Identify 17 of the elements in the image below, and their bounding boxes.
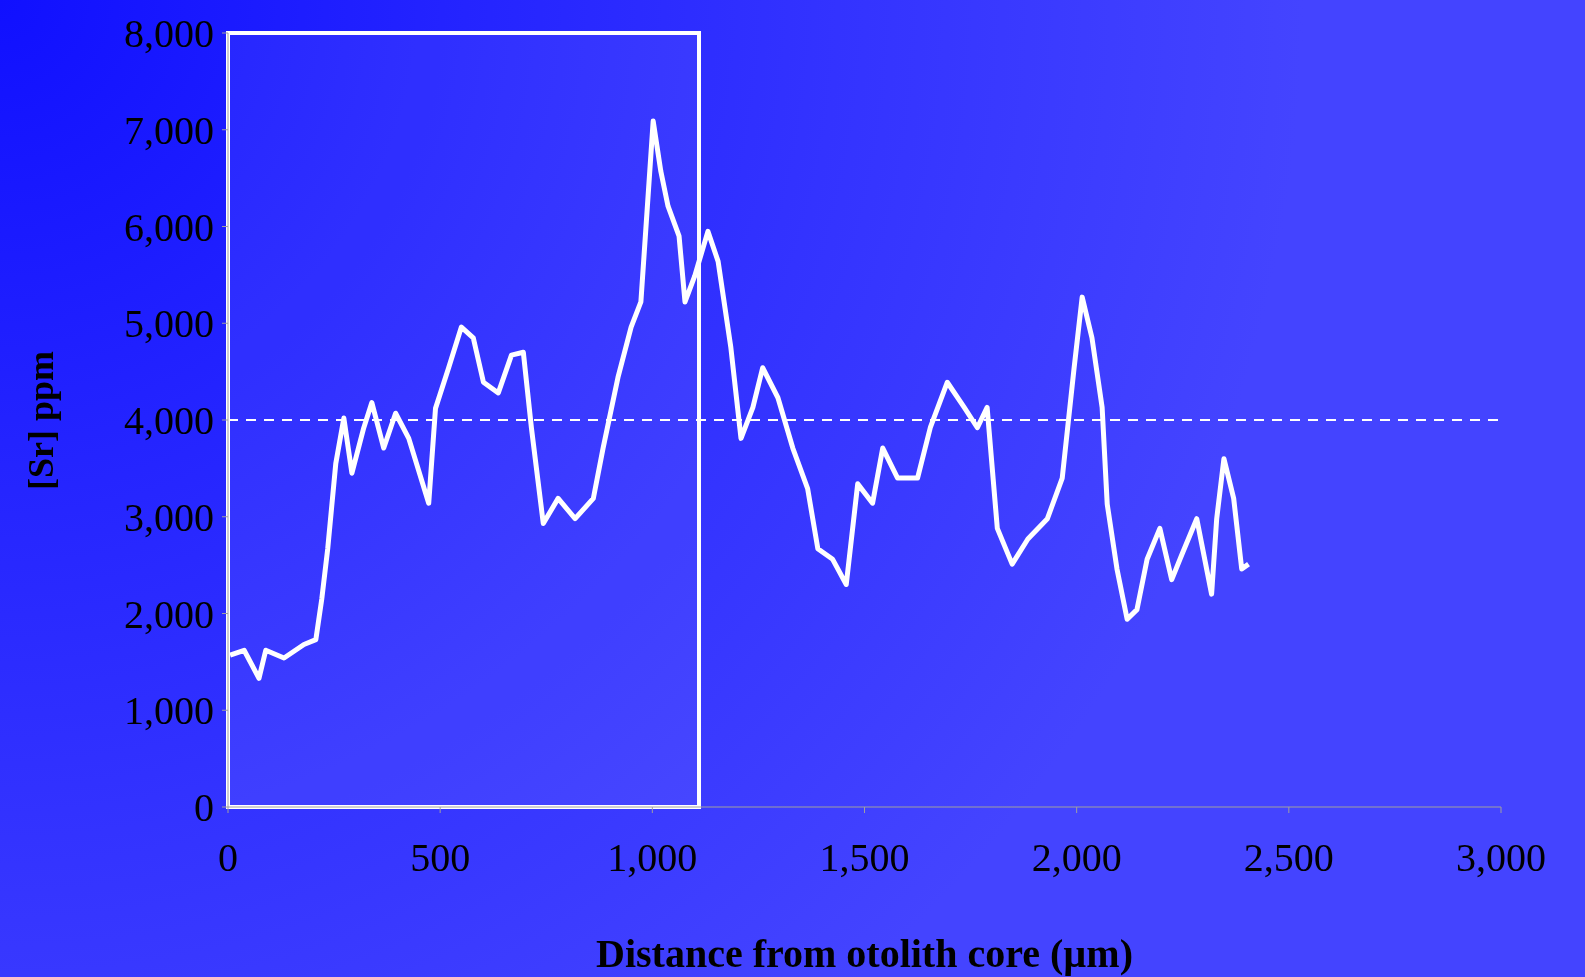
x-tick-label: 2,500: [1243, 835, 1334, 881]
x-axis-title: Distance from otolith core (µm): [596, 931, 1133, 976]
y-tick-label: 2,000: [124, 591, 214, 637]
x-tick-label: 500: [410, 835, 471, 881]
y-tick-label: 0: [194, 785, 214, 831]
x-tick-label: 3,000: [1456, 835, 1546, 881]
y-tick-label: 7,000: [124, 107, 214, 153]
y-tick-label: 4,000: [124, 398, 214, 444]
y-tick-label: 6,000: [124, 204, 214, 250]
y-axis-title: [Sr] ppm: [20, 350, 61, 490]
x-tick-label: 1,500: [819, 835, 910, 881]
x-tick-label: 2,000: [1031, 835, 1122, 881]
y-tick-label: 3,000: [124, 494, 214, 540]
y-tick-label: 5,000: [124, 301, 214, 347]
y-tick-label: 8,000: [124, 11, 214, 57]
y-tick-label: 1,000: [124, 688, 214, 734]
x-tick-label: 1,000: [607, 835, 698, 881]
